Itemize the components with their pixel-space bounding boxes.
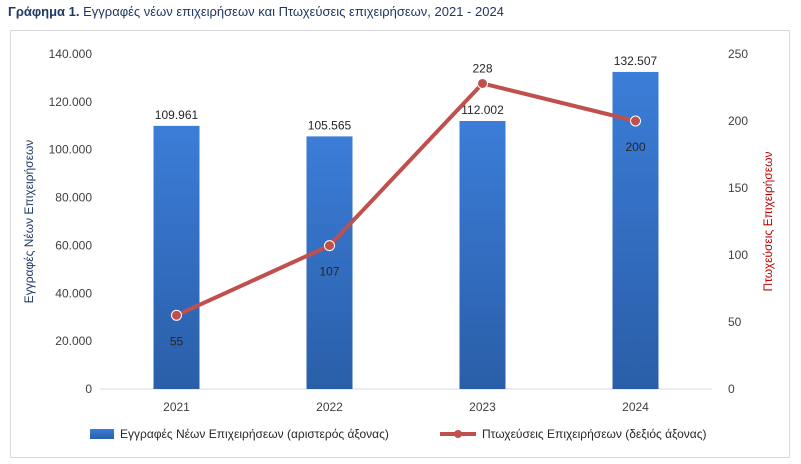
line-value-label: 55 [170, 334, 184, 348]
line-value-label: 228 [472, 61, 492, 75]
bar-2023 [459, 120, 506, 390]
x-tick-label: 2021 [163, 400, 190, 414]
y-right-tick-label: 150 [728, 181, 748, 195]
legend-bar-label: Εγγραφές Νέων Επιχειρήσεων (αριστερός άξ… [120, 427, 389, 441]
y-right-axis-title: Πτωχεύσεις Επιχειρήσεων [761, 152, 775, 292]
y-left-tick-label: 120.000 [49, 95, 93, 109]
y-left-tick-label: 20.000 [55, 334, 92, 348]
chart-title: Γράφημα 1. Εγγραφές νέων επιχειρήσεων κα… [8, 4, 504, 19]
y-left-tick-label: 100.000 [49, 143, 93, 157]
line-series-bankruptcies [175, 81, 636, 318]
bar-2022 [306, 136, 353, 389]
line-point-2023 [477, 77, 488, 89]
x-tick-label: 2024 [622, 400, 649, 414]
y-left-axis-title: Εγγραφές Νέων Επιχειρήσεων [22, 140, 36, 304]
y-right-tick-label: 250 [728, 47, 748, 61]
line-value-label: 200 [625, 140, 645, 154]
y-right-tick-label: 200 [728, 114, 748, 128]
line-value-label: 107 [319, 265, 339, 279]
legend-line-label: Πτωχεύσεις Επιχειρήσεων (δεξιός άξονας) [482, 427, 707, 441]
bar-value-label: 112.002 [461, 103, 504, 117]
x-tick-label: 2023 [469, 400, 496, 414]
line-point-2024 [630, 115, 641, 127]
line-point-2022 [324, 240, 335, 252]
x-tick-label: 2022 [316, 400, 343, 414]
y-left-tick-label: 60.000 [55, 238, 92, 252]
y-left-tick-label: 0 [85, 382, 92, 396]
y-left-tick-label: 40.000 [55, 286, 92, 300]
bar-value-label: 109.961 [155, 108, 199, 122]
chart-title-prefix: Γράφημα 1. [8, 4, 80, 19]
bar-2021 [153, 125, 200, 390]
legend-bar-swatch [90, 429, 114, 439]
bar-value-label: 105.565 [308, 118, 352, 132]
chart-frame [10, 30, 790, 458]
y-right-tick-label: 50 [728, 315, 742, 329]
bar-value-label: 132.507 [614, 54, 658, 68]
line-point-2021 [171, 309, 182, 321]
legend-line-marker [454, 430, 462, 438]
chart-title-text: Εγγραφές νέων επιχειρήσεων και Πτωχεύσει… [83, 4, 504, 19]
y-right-tick-label: 100 [728, 248, 748, 262]
y-left-tick-label: 80.000 [55, 191, 92, 205]
y-left-tick-label: 140.000 [49, 47, 93, 61]
y-right-tick-label: 0 [728, 382, 735, 396]
